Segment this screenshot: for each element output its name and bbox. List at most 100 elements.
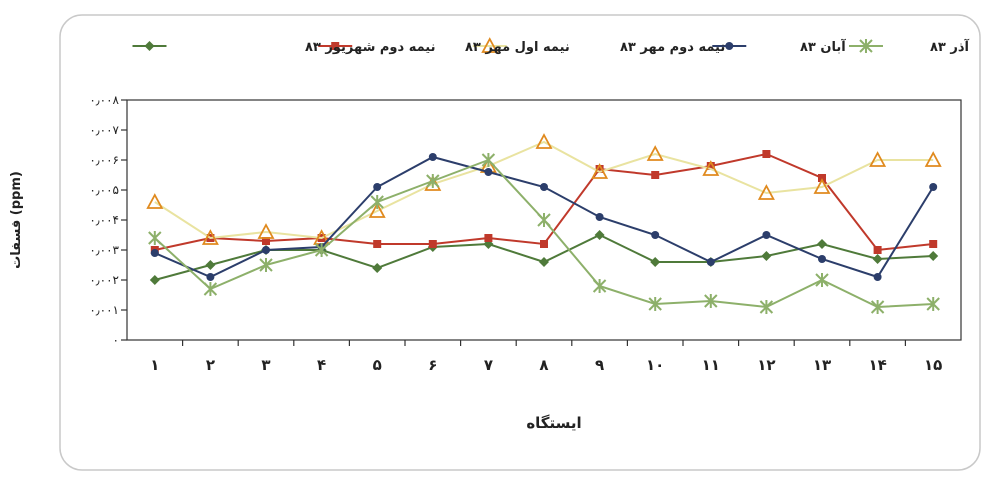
x-tick-label: ۱: [150, 356, 159, 374]
data-point: [592, 279, 607, 293]
data-point: [149, 275, 160, 285]
legend: آذر ۸۳ آبان ۸۳ نیمه دوم مهر ۸۳ نیمه اول مهر…: [132, 37, 970, 55]
series-group: [146, 133, 942, 314]
data-point: [651, 231, 660, 239]
legend-item-5: آذر ۸۳: [848, 38, 970, 55]
legend-label: نیمه اول مهر ۸۳: [465, 40, 570, 55]
legend-swatch-marker: [725, 42, 734, 50]
data-point: [150, 249, 159, 257]
data-point: [815, 273, 829, 287]
x-tick-label: ۱۲: [757, 356, 775, 374]
data-point: [368, 202, 386, 218]
x-tick-label: ۵: [373, 356, 382, 374]
data-point: [428, 153, 437, 161]
x-tick-label: ۹: [595, 356, 604, 374]
data-point: [370, 195, 384, 209]
data-point: [146, 193, 164, 209]
data-point: [704, 294, 718, 308]
data-point: [869, 151, 887, 167]
data-point: [873, 273, 882, 281]
data-point: [259, 258, 273, 272]
data-point: [373, 183, 382, 191]
data-point: [314, 243, 329, 257]
x-tick-label: ۳: [261, 356, 270, 374]
data-point: [205, 260, 216, 270]
data-point: [870, 300, 885, 314]
data-point: [706, 162, 715, 170]
series-line-3: [154, 140, 934, 240]
y-tick-label: ۰٫۰۰۷: [89, 123, 119, 137]
data-point: [201, 229, 219, 245]
x-axis: ۱ ۲ ۳ ۴ ۵ ۶ ۷ ۸ ۹ ۱۰ ۱۱ ۱۲ ۱۳ ۱۴ ۱۵: [150, 340, 942, 374]
y-tick-label: ۰٫۰۰۱: [89, 303, 119, 317]
x-axis-title: ایستگاه: [526, 414, 581, 432]
data-point: [484, 234, 493, 242]
y-tick-label: ۰٫۰۰۸: [89, 93, 119, 107]
data-point: [757, 184, 775, 200]
data-point: [648, 297, 662, 311]
chart-frame: [59, 14, 981, 471]
series-5: [148, 153, 940, 314]
data-point: [595, 213, 604, 221]
y-tick-label: ۰٫۰۰۶: [89, 153, 119, 167]
y-tick-label: ۰٫۰۰۳: [89, 243, 119, 257]
data-point: [262, 237, 270, 245]
x-tick-label: ۸: [539, 356, 548, 374]
series-4: [150, 153, 938, 281]
legend-label: آذر ۸۳: [930, 38, 970, 55]
data-point: [762, 150, 771, 158]
data-point: [540, 240, 548, 248]
data-point: [595, 165, 604, 173]
data-point: [426, 174, 440, 188]
y-tick-label: ۰: [113, 333, 119, 347]
data-point: [702, 160, 720, 176]
data-point: [262, 246, 270, 254]
data-point: [591, 163, 609, 179]
data-point: [928, 251, 939, 261]
legend-label: نیمه دوم شهریور ۸۳: [305, 40, 436, 55]
data-point: [481, 153, 496, 167]
legend-swatch-marker: [859, 39, 873, 53]
legend-label: آبان ۸۳: [800, 38, 846, 55]
data-point: [148, 231, 162, 245]
data-point: [818, 174, 826, 182]
data-point: [373, 240, 382, 248]
data-point: [537, 213, 551, 227]
data-point: [650, 257, 661, 267]
data-point: [203, 282, 218, 296]
data-point: [813, 178, 831, 194]
x-tick-label: ۱۱: [702, 356, 720, 374]
data-point: [535, 133, 553, 149]
x-tick-label: ۱۴: [868, 356, 886, 374]
y-axis: ۰ ۰٫۰۰۱ ۰٫۰۰۲ ۰٫۰۰۳ ۰٫۰۰۴ ۰٫۰۰۵ ۰٫۰۰۶ ۰٫۰۰۷ ۰٫۰۰…: [89, 93, 127, 347]
data-point: [873, 246, 882, 254]
x-tick-label: ۷: [484, 356, 493, 374]
x-tick-label: ۴: [317, 356, 326, 374]
data-point: [428, 240, 437, 248]
legend-item-4: آبان ۸۳: [712, 38, 846, 55]
data-point: [206, 273, 215, 281]
x-tick-label: ۱۵: [924, 356, 942, 374]
legend-swatch-marker: [481, 37, 499, 53]
x-tick-label: ۶: [428, 356, 437, 374]
data-point: [372, 263, 383, 273]
data-point: [484, 168, 493, 176]
data-point: [646, 145, 664, 161]
data-point: [762, 231, 771, 239]
y-tick-label: ۰٫۰۰۴: [89, 213, 119, 227]
data-point: [540, 183, 548, 191]
data-point: [706, 258, 715, 266]
legend-item-3: نیمه دوم مهر ۸۳: [472, 37, 725, 55]
data-point: [594, 230, 605, 240]
y-axis-title: فسفات (ppm): [9, 171, 24, 269]
legend-item-2: نیمه اول مهر ۸۳: [318, 40, 570, 55]
data-point: [872, 254, 883, 264]
data-point: [818, 255, 826, 263]
legend-swatch-marker: [144, 41, 155, 51]
legend-item-1: نیمه دوم شهریور ۸۳: [132, 40, 436, 55]
data-point: [539, 257, 549, 267]
x-tick-label: ۱۳: [813, 356, 831, 374]
legend-swatch-marker: [331, 42, 340, 50]
data-point: [817, 239, 827, 249]
